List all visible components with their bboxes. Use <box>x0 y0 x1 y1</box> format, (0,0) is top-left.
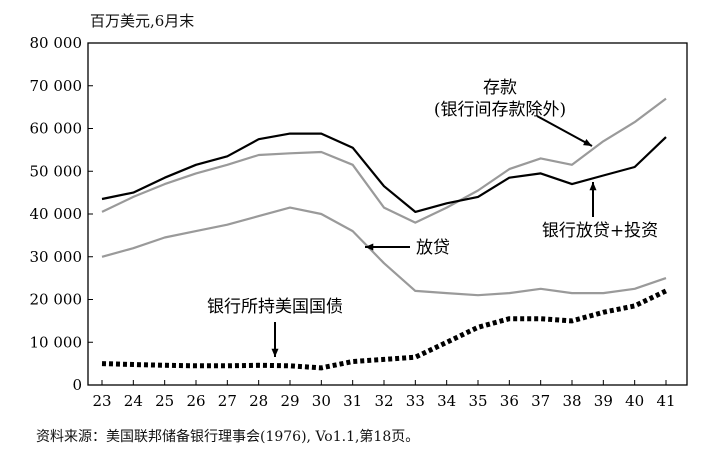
loans-investments-arrow-head <box>589 182 597 191</box>
deposits-arrow <box>536 115 593 147</box>
series-line-2 <box>101 206 667 297</box>
y-tick-label: 30 000 <box>30 248 83 266</box>
series-label-loans: 放贷 <box>416 238 450 258</box>
y-tick-label: 60 000 <box>30 120 83 138</box>
series-label-treasuries: 银行所持美国国债 <box>207 297 343 317</box>
x-tick-label: 24 <box>124 392 143 410</box>
series-line-0 <box>101 97 667 224</box>
unit-label: 百万美元,6月末 <box>90 12 195 30</box>
loans-arrow-head <box>365 243 374 251</box>
plot-frame <box>87 42 688 386</box>
x-tick-label: 26 <box>186 392 205 410</box>
x-tick-label: 36 <box>500 392 519 410</box>
series-line-1 <box>101 132 667 213</box>
x-tick-label: 29 <box>280 392 299 410</box>
x-tick-label: 38 <box>562 392 581 410</box>
series-line-3 <box>101 288 668 371</box>
x-tick-label: 30 <box>312 392 331 410</box>
y-tick-label: 70 000 <box>30 77 83 95</box>
x-tick-label: 40 <box>625 392 644 410</box>
x-tick-label: 33 <box>406 392 425 410</box>
y-tick-label: 0 <box>72 376 82 394</box>
treasuries-arrow-head <box>271 348 279 357</box>
x-tick-label: 28 <box>249 392 268 410</box>
y-tick-label: 80 000 <box>30 34 83 52</box>
x-tick-label: 34 <box>437 392 456 410</box>
x-tick-label: 23 <box>92 392 111 410</box>
x-tick-label: 41 <box>656 392 675 410</box>
deposits-arrow-head <box>583 138 592 146</box>
series-label-loans-investments: 银行放贷+投资 <box>542 221 658 241</box>
x-tick-label: 25 <box>155 392 174 410</box>
x-tick-label: 32 <box>374 392 393 410</box>
x-tick-label: 31 <box>343 392 362 410</box>
x-tick-label: 37 <box>531 392 550 410</box>
x-tick-label: 27 <box>218 392 237 410</box>
y-tick-label: 50 000 <box>30 162 83 180</box>
series-label-deposits: (银行间存款除外) <box>434 100 566 120</box>
x-tick-label: 35 <box>468 392 487 410</box>
y-tick-label: 20 000 <box>30 291 83 309</box>
series-label-deposits: 存款 <box>483 78 517 98</box>
x-tick-label: 39 <box>594 392 613 410</box>
source-note: 资料来源：美国联邦储备银行理事会(1976), Vo1.1,第18页。 <box>36 429 420 445</box>
y-tick-label: 40 000 <box>30 205 83 223</box>
y-tick-label: 10 000 <box>30 333 83 351</box>
